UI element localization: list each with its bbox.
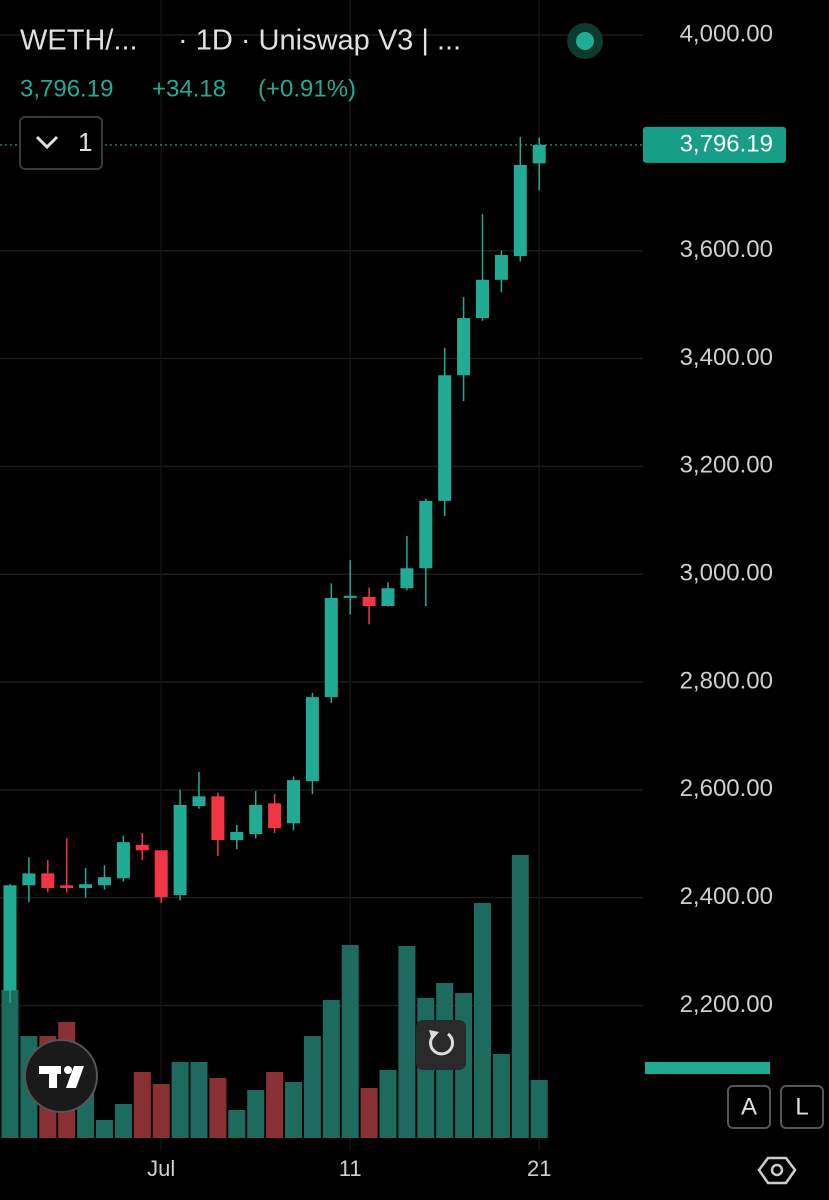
candle-body [60,885,74,888]
reset-arrow [429,1030,439,1040]
candle-body [381,588,395,607]
indicator-count: 1 [78,127,92,157]
volume-bar [303,1036,321,1138]
scale-button-label: A [741,1093,757,1120]
volume-bar [322,1000,340,1138]
candle-body [249,804,263,835]
logo-part [64,1066,72,1074]
status-dot [576,32,594,50]
interval: · 1D · Uniswap V3 | ... [178,25,461,57]
x-tick-label: 21 [527,1156,551,1181]
candle-body [116,842,130,879]
price-tag [643,126,786,163]
candle-body [268,803,282,829]
chevron [35,135,59,150]
scale-button[interactable] [780,1085,824,1129]
settings-dot [770,1163,784,1177]
candle-body [362,596,376,607]
volume-bar [1,990,19,1138]
logo-part [66,1066,84,1088]
candle-body [211,796,225,840]
price-axis: 2,200.00 2,400.00 2,600.00 2,800.00 3,000.00… [147,20,786,1181]
volume-bar [171,1062,189,1138]
change-pct: (+0.91%) [258,75,356,102]
volume-bar [96,1120,113,1138]
y-tick-label: 2,800.00 [680,667,773,694]
candle-body [513,164,527,257]
candle-body [230,831,244,840]
settings-hex[interactable] [757,1156,797,1185]
candle-body [22,873,36,886]
volume-bar [152,1084,170,1138]
candle-body [287,780,300,824]
volume-bar [341,945,359,1138]
tradingview-logo[interactable] [24,1039,98,1113]
volume-bar [530,1080,548,1138]
volume-bar [133,1072,151,1138]
volume-bar [474,903,491,1138]
candle-body [419,500,433,569]
candle-body [3,885,17,991]
volume-bar [114,1104,132,1138]
candle-body [305,697,319,782]
candle-body [135,844,149,851]
reset-button[interactable] [416,1020,466,1070]
price-pane [0,136,643,1003]
y-tick-label: 3,600.00 [680,236,773,263]
candle-body [400,568,414,589]
volume-bar [398,946,416,1138]
x-tick-label: Jul [147,1156,175,1181]
candle-body [476,279,489,319]
symbol: WETH/... [20,25,138,57]
candle-body [457,318,471,376]
volume-bar [228,1110,246,1138]
volume-bar [360,1088,378,1138]
volume-bar [266,1072,284,1138]
candle-body [494,255,508,280]
y-tick-label: 4,000.00 [680,20,773,47]
volume-bar [190,1062,208,1138]
x-tick-label: 11 [339,1156,362,1181]
volume-bar [209,1078,227,1138]
scale-button-label: L [795,1093,808,1120]
logo-circle[interactable] [24,1039,98,1113]
logo-part [49,1066,57,1088]
reset-box[interactable] [416,1020,466,1070]
change: +34.18 [152,75,226,102]
volume-bar [379,1070,397,1138]
y-tick-label: 3,200.00 [680,452,773,479]
reset-icon [429,1032,455,1056]
candle-body [98,877,111,886]
last-price: 3,796.19 [20,75,113,102]
volume-bar [511,855,529,1138]
settings-button[interactable] [757,1156,797,1185]
price-tag-label: 3,796.19 [680,130,773,157]
candle-body [438,375,452,501]
y-tick-label: 2,600.00 [680,775,773,802]
candle-body [173,804,187,895]
candle-body [343,595,357,598]
candle-body [41,873,55,888]
candle-body [154,850,168,898]
y-tick-label: 2,400.00 [680,883,773,910]
candle-body [79,884,93,888]
y-tick-label: 3,400.00 [680,344,773,371]
y-tick-label: 2,200.00 [680,991,773,1018]
volume-bar [247,1090,265,1138]
candle-body [192,796,206,807]
candle-body [324,597,338,698]
toggle-box[interactable] [19,116,103,170]
candle-body [532,144,546,164]
y-tick-label: 3,000.00 [680,560,773,587]
volume-bar [492,1054,510,1138]
volume-bar [285,1082,302,1138]
scale-button[interactable] [727,1085,771,1129]
indicator-toggle[interactable]: 1 [19,116,103,170]
